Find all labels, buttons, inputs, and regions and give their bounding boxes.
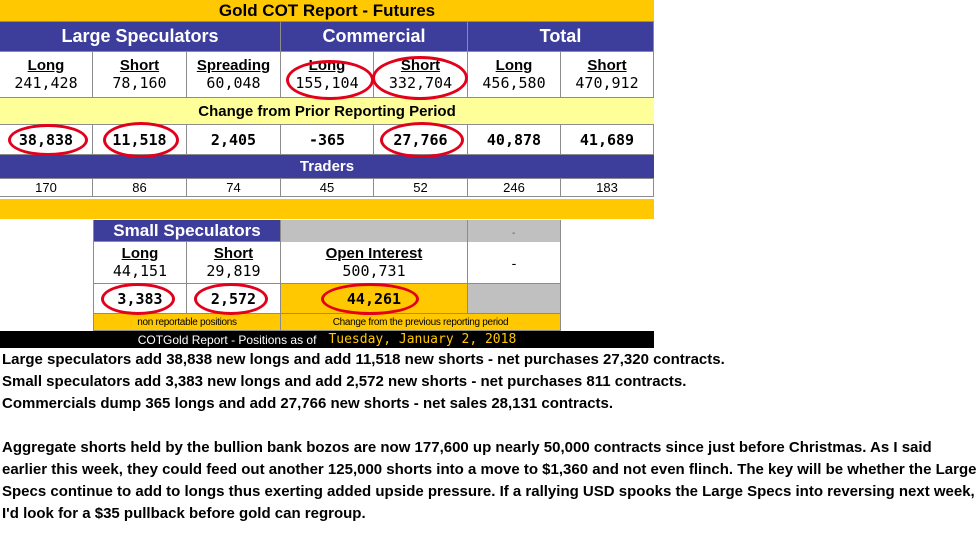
gold-spacer-band: [0, 199, 654, 219]
change-large-short: 11,518: [93, 125, 187, 155]
traders-cell: 74: [187, 179, 281, 197]
dash-mark-top: -: [512, 228, 516, 239]
change-total-short: 41,689: [561, 125, 654, 155]
change-open-interest: 44,261: [281, 284, 468, 314]
small-dash-cell: -: [468, 242, 561, 284]
comm-long-cell: Long 155,104: [281, 52, 374, 98]
group-commercial: Commercial: [281, 22, 468, 52]
commentary-line-3: Commercials dump 365 longs and add 27,76…: [2, 395, 614, 412]
small-header-gray-left: [281, 220, 468, 242]
small-short-cell: Short 29,819: [187, 242, 281, 284]
commentary-paragraph: Aggregate shorts held by the bullion ban…: [2, 439, 977, 522]
note-change-previous: Change from the previous reporting perio…: [281, 314, 561, 331]
report-title: Gold COT Report - Futures: [218, 0, 436, 20]
large-long-cell: Long 241,428: [0, 52, 93, 98]
group-total: Total: [468, 22, 654, 52]
change-small-short: 2,572: [187, 284, 281, 314]
small-long-cell: Long 44,151: [93, 242, 187, 284]
footer-prefix: COTGold Report - Positions as of: [137, 332, 317, 347]
traders-cell: 183: [561, 179, 654, 197]
footer-bar: COTGold Report - Positions as of Tuesday…: [0, 331, 654, 348]
open-interest-cell: Open Interest 500,731: [281, 242, 468, 284]
footer-date: Tuesday, January 2, 2018: [328, 332, 517, 347]
traders-cell: 45: [281, 179, 374, 197]
total-long-cell: Long 456,580: [468, 52, 561, 98]
note-non-reportable: non reportable positions: [93, 314, 281, 331]
traders-cell: 52: [374, 179, 468, 197]
change-gray-cell: [468, 284, 561, 314]
commentary-line-2: Small speculators add 3,383 new longs an…: [2, 373, 687, 390]
change-label-bar: Change from Prior Reporting Period: [0, 98, 654, 125]
traders-cell: 86: [93, 179, 187, 197]
small-header-gray-right: -: [468, 220, 561, 242]
change-comm-short: 27,766: [374, 125, 468, 155]
large-spreading-cell: Spreading 60,048: [187, 52, 281, 98]
comm-short-cell: Short 332,704: [374, 52, 468, 98]
change-total-long: 40,878: [468, 125, 561, 155]
change-small-long: 3,383: [93, 284, 187, 314]
large-short-cell: Short 78,160: [93, 52, 187, 98]
change-large-long: 38,838: [0, 125, 93, 155]
traders-cell: 170: [0, 179, 93, 197]
small-speculators-header: Small Speculators: [93, 220, 281, 242]
report-title-bar: Gold COT Report - Futures: [0, 0, 654, 22]
change-comm-long: -365: [281, 125, 374, 155]
traders-label-bar: Traders: [0, 155, 654, 179]
commentary-line-1: Large speculators add 38,838 new longs a…: [2, 351, 725, 368]
total-short-cell: Short 470,912: [561, 52, 654, 98]
group-large-speculators: Large Speculators: [0, 22, 281, 52]
traders-cell: 246: [468, 179, 561, 197]
change-large-spreading: 2,405: [187, 125, 281, 155]
